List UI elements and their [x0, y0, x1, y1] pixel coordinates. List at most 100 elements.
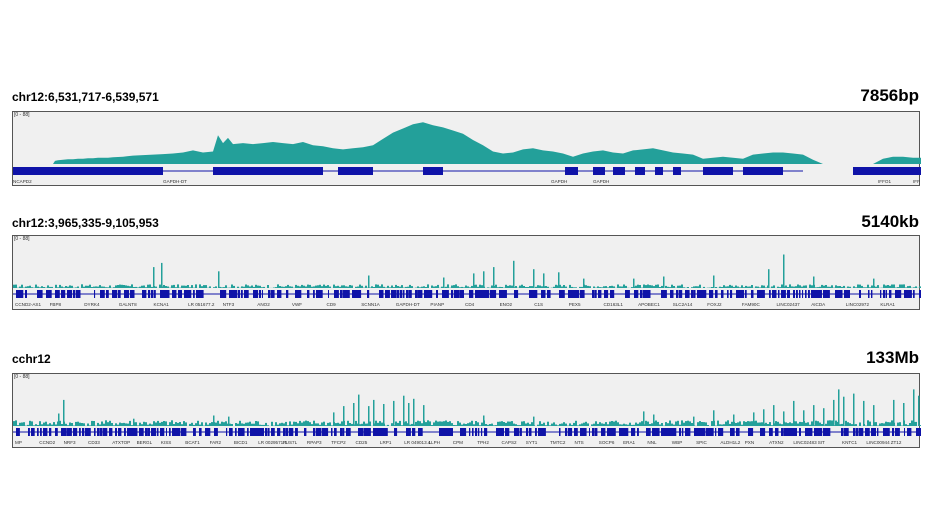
- signal-bar: [773, 285, 775, 288]
- signal-bar: [181, 285, 183, 288]
- gene-exon: [13, 167, 53, 175]
- signal-bar: [729, 423, 731, 426]
- signal-peak: [813, 276, 815, 288]
- gene-exon: [625, 290, 630, 298]
- signal-bar: [763, 285, 765, 288]
- signal-bar: [309, 422, 311, 426]
- signal-bar: [899, 422, 901, 426]
- signal-peak: [713, 410, 715, 426]
- gene-exon: [22, 290, 24, 298]
- signal-bar: [797, 284, 799, 288]
- gene-exon: [238, 290, 241, 298]
- gene-exon: [235, 290, 238, 298]
- signal-bar: [739, 421, 741, 426]
- signal-bar: [305, 286, 307, 288]
- signal-bar: [305, 420, 307, 426]
- signal-bar: [511, 421, 513, 426]
- signal-bar: [87, 423, 89, 426]
- gene-label: GAPDH-DT: [163, 179, 187, 184]
- signal-bar: [395, 284, 397, 288]
- signal-bar: [201, 286, 203, 288]
- gene-exon: [364, 428, 368, 436]
- gene-exon: [439, 428, 443, 436]
- signal-bar: [175, 287, 177, 288]
- gene-exon: [469, 428, 471, 436]
- signal-bar: [585, 285, 587, 288]
- signal-bar: [103, 423, 105, 426]
- signal-bar: [225, 285, 227, 288]
- track-svg: NCAPD2 GAPDH-DT GAPDH GAPDH IFFO1 IFF: [13, 122, 921, 184]
- gene-exon: [55, 428, 58, 436]
- signal-bar: [511, 285, 513, 288]
- signal-bar: [69, 285, 71, 288]
- signal-bar: [349, 285, 351, 288]
- signal-bar: [509, 285, 511, 288]
- signal-bar: [633, 424, 635, 426]
- signal-bar: [137, 425, 139, 426]
- signal-peak: [473, 273, 475, 288]
- signal-bar: [161, 421, 163, 426]
- signal-bar: [453, 425, 455, 426]
- signal-peak: [803, 410, 805, 426]
- signal-bar: [891, 284, 893, 288]
- signal-bar: [145, 422, 147, 426]
- signal-bar: [173, 284, 175, 288]
- signal-bar: [445, 286, 447, 288]
- signal-bar: [867, 284, 869, 288]
- signal-bar: [699, 284, 701, 288]
- gene-exon: [697, 428, 701, 436]
- signal-bar: [87, 285, 89, 288]
- signal-bar: [607, 287, 609, 288]
- signal-bar: [143, 421, 145, 426]
- gene-label: CD163L1: [604, 302, 624, 307]
- gene-exon: [454, 290, 458, 298]
- signal-bar: [371, 286, 373, 288]
- gene-exon: [130, 428, 133, 436]
- gene-exon: [820, 290, 822, 298]
- signal-bar: [365, 285, 367, 288]
- gene-label: KNTC1: [842, 440, 858, 445]
- signal-peak: [918, 395, 920, 426]
- signal-bar: [501, 287, 503, 288]
- gene-exon: [265, 428, 268, 436]
- gene-exon: [595, 290, 597, 298]
- signal-bar: [685, 421, 687, 426]
- signal-bar: [743, 287, 745, 288]
- gene-exon: [487, 290, 490, 298]
- gene-exon: [148, 428, 150, 436]
- gene-exon: [460, 290, 464, 298]
- signal-bar: [645, 420, 647, 426]
- track-svg: MP CCND2 NRF3 CD33 ATXTOP BERGL KISS BCAT1 FAR2 B…: [13, 389, 921, 445]
- signal-bar: [669, 287, 671, 288]
- signal-bar: [123, 422, 125, 426]
- signal-bar: [165, 286, 167, 288]
- signal-bar: [761, 422, 763, 426]
- signal-bar: [361, 285, 363, 288]
- signal-bar: [687, 287, 689, 288]
- gene-exon: [607, 428, 610, 436]
- signal-bar: [189, 423, 191, 426]
- signal-bar: [271, 421, 273, 426]
- gene-exon: [880, 290, 882, 298]
- signal-bar: [467, 286, 469, 288]
- gene-exon: [307, 290, 310, 298]
- signal-bar: [495, 425, 497, 426]
- signal-bar: [75, 421, 77, 426]
- signal-peak: [873, 405, 875, 426]
- signal-bar: [223, 422, 225, 426]
- signal-bar: [385, 287, 387, 288]
- signal-bar: [381, 422, 383, 426]
- signal-bar: [165, 421, 167, 426]
- gene-exon: [799, 428, 801, 436]
- gene-label: GAPDH-DT: [396, 302, 420, 307]
- signal-bar: [431, 425, 433, 426]
- gene-exon: [898, 290, 902, 298]
- gene-exon: [475, 290, 479, 298]
- signal-bar: [217, 420, 219, 426]
- gene-exon: [481, 428, 483, 436]
- signal-bar: [537, 285, 539, 288]
- signal-bar: [459, 422, 461, 426]
- signal-bar: [461, 286, 463, 288]
- signal-bar: [381, 284, 383, 288]
- signal-bar: [221, 287, 223, 288]
